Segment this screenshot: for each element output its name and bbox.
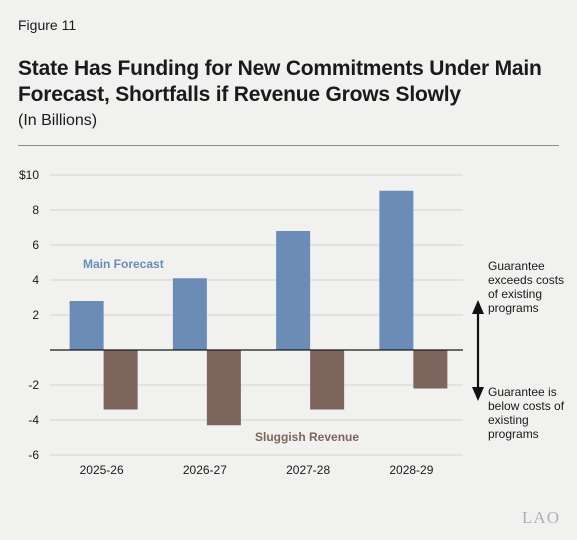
lao-logo: LAO (522, 508, 560, 527)
double-arrow-icon (472, 300, 484, 401)
bars (69, 190, 448, 426)
bar-main-forecast (69, 301, 104, 350)
annotation-line: exceeds costs (488, 273, 564, 287)
annotation-line: Guarantee (488, 259, 545, 273)
chart-subtitle: (In Billions) (18, 112, 98, 129)
y-tick-label: 6 (32, 238, 39, 252)
x-axis-ticks: 2025-26 2026-27 2027-28 2028-29 (80, 463, 434, 477)
y-tick-label: -4 (28, 413, 39, 427)
y-tick-label: 8 (32, 203, 39, 217)
x-tick-label: 2025-26 (80, 463, 124, 477)
x-tick-label: 2026-27 (183, 463, 227, 477)
x-tick-label: 2027-28 (286, 463, 330, 477)
y-tick-label: $10 (19, 168, 39, 182)
annotation-line: of existing (488, 287, 542, 301)
bar-main-forecast (276, 231, 311, 350)
title-divider (18, 145, 559, 146)
y-tick-label: -2 (28, 378, 39, 392)
y-tick-label: 4 (32, 273, 39, 287)
bar-sluggish-revenue (310, 350, 345, 410)
y-tick-label: -6 (28, 448, 39, 462)
series-label-main-forecast: Main Forecast (83, 257, 164, 271)
chart-title: State Has Funding for New Commitments Un… (18, 57, 542, 106)
x-tick-label: 2028-29 (389, 463, 433, 477)
annotation-line: programs (488, 301, 539, 315)
bar-main-forecast (172, 278, 207, 350)
figure-label: Figure 11 (18, 17, 77, 33)
annotation-line: Guarantee is (488, 385, 557, 399)
bar-sluggish-revenue (206, 350, 241, 426)
bar-sluggish-revenue (103, 350, 138, 410)
bar-main-forecast (379, 190, 414, 350)
y-tick-label: 2 (32, 308, 39, 322)
y-axis-ticks: $10 8 6 4 2 -2 -4 -6 (19, 168, 39, 462)
annotation-line: below costs of (488, 399, 565, 413)
series-label-sluggish-revenue: Sluggish Revenue (255, 430, 359, 444)
annotation-line: existing (488, 413, 529, 427)
annotation-line: programs (488, 427, 539, 441)
bar-sluggish-revenue (413, 350, 448, 389)
